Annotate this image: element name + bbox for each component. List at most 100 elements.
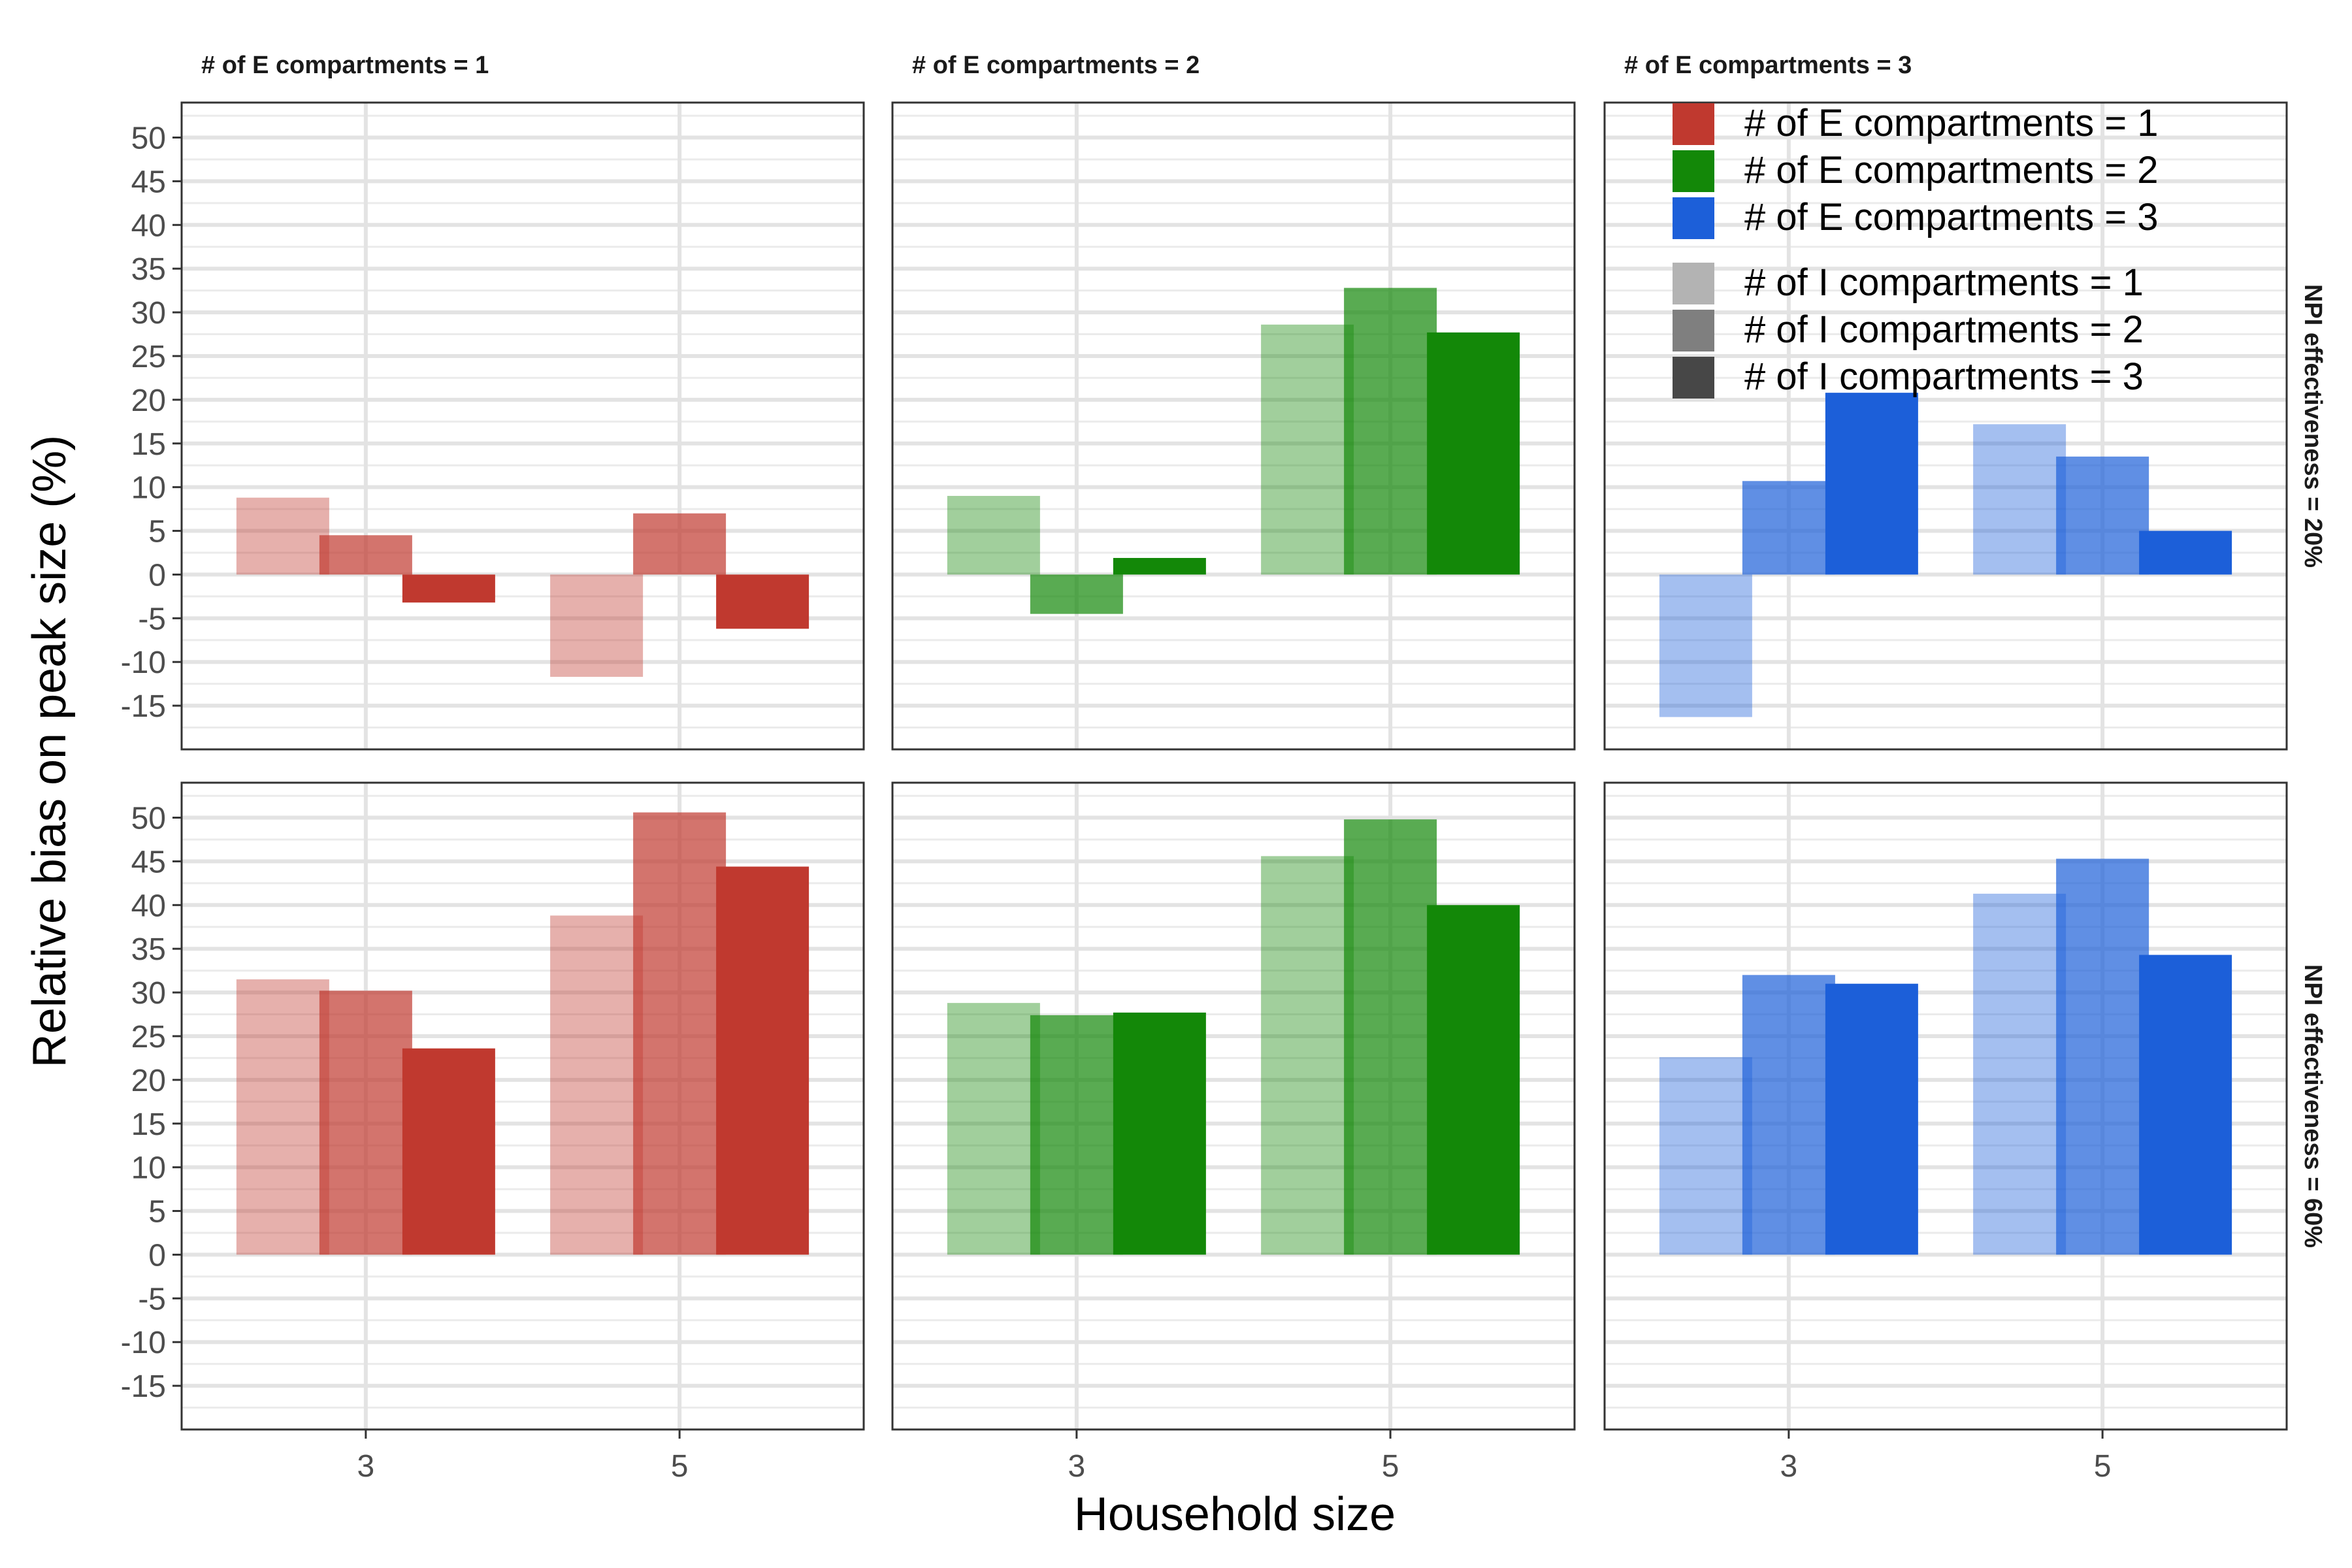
legend-label-color: # of E compartments = 1	[1744, 102, 2158, 144]
y-axis-title: Relative bias on peak size (%)	[24, 435, 76, 1068]
bar-3-i3	[1113, 558, 1206, 575]
y-tick-label: 5	[148, 1195, 166, 1230]
y-tick-label: 5	[148, 515, 166, 549]
y-tick-label: -15	[121, 1369, 166, 1404]
y-tick-label: -10	[121, 645, 166, 680]
bar-5-i3	[716, 866, 809, 1255]
bar-5-i1	[1261, 856, 1354, 1255]
bar-3-i3	[1113, 1012, 1206, 1255]
y-tick-label: 10	[131, 471, 166, 506]
panel-border	[1603, 781, 2288, 1431]
legend-key-alpha	[1673, 310, 1714, 351]
legend-label-alpha: # of I compartments = 2	[1744, 308, 2144, 351]
y-tick-label: 0	[148, 558, 166, 593]
bar-5-i3	[1427, 905, 1520, 1255]
y-tick-label: 25	[131, 1020, 166, 1054]
bar-5-i2	[633, 513, 727, 575]
y-tick-label: -5	[138, 1282, 166, 1316]
panels-layer	[180, 101, 2288, 1431]
row-strip-label: NPI effectiveness = 20%	[2299, 284, 2327, 568]
bar-3-i2	[1030, 574, 1123, 614]
x-tick-label: 3	[357, 1449, 375, 1484]
bar-5-i1	[550, 915, 644, 1255]
panel-r1-c3	[1603, 101, 2288, 751]
bar-5-i3	[2139, 955, 2232, 1255]
legend: # of E compartments = 1 # of E compartmen…	[1673, 102, 2158, 399]
bar-5-i2	[2056, 456, 2149, 575]
bar-5-i2	[1344, 287, 1437, 575]
legend-label-color: # of E compartments = 2	[1744, 149, 2158, 191]
y-tick-label: 20	[131, 384, 166, 418]
y-tick-label: 25	[131, 340, 166, 374]
row-strip-label: NPI effectiveness = 60%	[2299, 964, 2327, 1248]
y-tick-label: 35	[131, 252, 166, 287]
bar-5-i1	[550, 574, 644, 677]
bar-5-i3	[716, 574, 809, 629]
y-tick-label: 0	[148, 1238, 166, 1273]
y-tick-label: 30	[131, 976, 166, 1011]
column-strip-label: # of E compartments = 2	[912, 52, 1200, 79]
legend-label-alpha: # of I compartments = 3	[1744, 355, 2144, 398]
bar-3-i1	[1659, 574, 1752, 717]
panel-border	[180, 781, 865, 1431]
panel-background	[182, 103, 864, 749]
bar-5-i1	[1973, 893, 2066, 1255]
bar-5-i3	[1427, 332, 1520, 575]
legend-label-color: # of E compartments = 3	[1744, 196, 2158, 238]
panel-r2-c1	[180, 781, 865, 1431]
bar-3-i3	[1825, 393, 1918, 575]
bar-3-i2	[319, 990, 412, 1255]
panel-border	[1603, 101, 2288, 751]
bar-3-i3	[402, 574, 495, 603]
x-tick-label: 5	[1382, 1449, 1399, 1484]
bar-3-i2	[319, 535, 412, 575]
y-tick-label: -5	[138, 602, 166, 636]
y-tick-label: 50	[131, 122, 166, 156]
axes-layer: -15-10-505101520253035404550-15-10-50510…	[121, 122, 2112, 1484]
bar-5-i2	[2056, 858, 2149, 1255]
legend-key-alpha	[1673, 357, 1714, 399]
bar-3-i3	[402, 1048, 495, 1255]
legend-key-color	[1673, 103, 1714, 145]
bar-3-i2	[1742, 975, 1835, 1255]
legend-key-color	[1673, 150, 1714, 192]
panel-background	[1605, 103, 2287, 749]
y-tick-label: 30	[131, 296, 166, 331]
y-tick-label: 50	[131, 802, 166, 836]
bar-3-i1	[236, 497, 329, 575]
y-tick-label: 40	[131, 208, 166, 243]
y-tick-label: 20	[131, 1064, 166, 1098]
panel-border	[891, 781, 1576, 1431]
panel-r1-c2	[891, 101, 1576, 751]
column-strip-label: # of E compartments = 1	[201, 52, 489, 79]
panel-r2-c3	[1603, 781, 2288, 1431]
bar-5-i1	[1261, 324, 1354, 575]
bar-3-i1	[1659, 1057, 1752, 1255]
bar-3-i1	[236, 979, 329, 1255]
bar-5-i2	[1344, 819, 1437, 1255]
legend-label-alpha: # of I compartments = 1	[1744, 261, 2144, 304]
x-axis-title: Household size	[1074, 1488, 1396, 1541]
y-tick-label: 35	[131, 932, 166, 967]
y-tick-label: 10	[131, 1151, 166, 1186]
panel-border	[891, 101, 1576, 751]
bar-3-i2	[1742, 481, 1835, 575]
bar-5-i1	[1973, 424, 2066, 575]
bar-3-i3	[1825, 983, 1918, 1255]
legend-key-alpha	[1673, 263, 1714, 304]
bar-3-i1	[947, 1003, 1040, 1255]
bar-3-i1	[947, 496, 1040, 575]
panel-border	[180, 101, 865, 751]
x-tick-label: 3	[1068, 1449, 1086, 1484]
y-tick-label: 45	[131, 165, 166, 199]
bar-5-i2	[633, 812, 727, 1255]
y-tick-label: 40	[131, 889, 166, 923]
bar-3-i2	[1030, 1015, 1123, 1255]
x-tick-label: 3	[1780, 1449, 1798, 1484]
panel-r2-c2	[891, 781, 1576, 1431]
y-tick-label: -15	[121, 689, 166, 724]
y-tick-label: 45	[131, 845, 166, 879]
panel-r1-c1	[180, 101, 865, 751]
